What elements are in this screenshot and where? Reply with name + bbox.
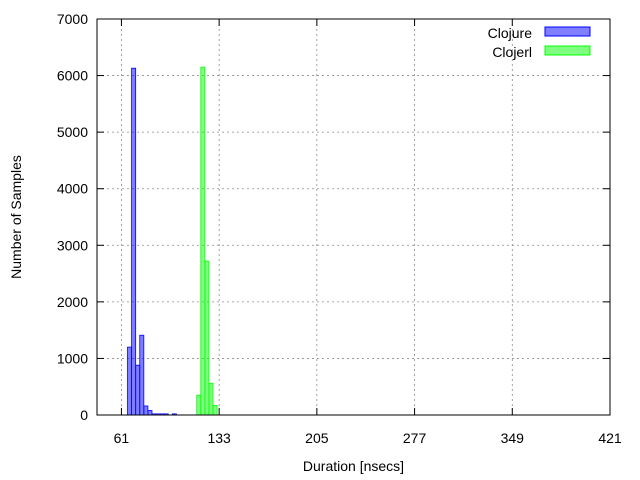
grid-lines: [97, 19, 610, 415]
bar-clojure-4: [143, 405, 149, 416]
bar-clojerl-0: [196, 394, 202, 416]
legend-label-clojure: Clojure: [488, 25, 533, 41]
legend-swatch-clojure: [544, 26, 591, 37]
x-tick-label: 133: [207, 430, 231, 446]
y-tick-label: 0: [80, 407, 88, 423]
bar-clojerl-1: [200, 66, 206, 416]
legend: Clojure Clojerl: [488, 25, 591, 60]
y-tick-label: 6000: [57, 68, 88, 84]
tick-labels: 61 133 205 277 349 421 0 1000 2000 3000 4000 5000 60…: [57, 11, 622, 446]
legend-swatch-clojerl: [544, 45, 591, 56]
y-tick-label: 1000: [57, 350, 88, 366]
bar-clojerl-2: [204, 260, 210, 416]
plot-frame: [96, 18, 611, 416]
axis-ticks: [97, 18, 611, 416]
y-tick-label: 7000: [57, 11, 88, 27]
x-tick-label: 277: [403, 430, 427, 446]
bar-clojure-5: [147, 410, 153, 416]
x-tick-label: 61: [114, 430, 130, 446]
y-tick-label: 3000: [57, 237, 88, 253]
bar-clojerl-3: [208, 382, 214, 416]
histogram-bars: [127, 66, 218, 416]
bar-clojure-2: [135, 364, 141, 416]
x-tick-label: 349: [501, 430, 525, 446]
bar-clojerl-4: [212, 404, 218, 416]
y-tick-label: 4000: [57, 181, 88, 197]
y-axis-title: Number of Samples: [8, 155, 24, 279]
x-axis-title: Duration [nsecs]: [303, 458, 404, 474]
y-tick-label: 5000: [57, 124, 88, 140]
legend-label-clojerl: Clojerl: [492, 44, 532, 60]
bar-clojure-3: [139, 334, 145, 416]
bar-clojure-0: [127, 346, 133, 416]
x-tick-label: 421: [598, 430, 622, 446]
x-tick-label: 205: [305, 430, 329, 446]
bar-clojure-1: [131, 67, 137, 416]
y-tick-label: 2000: [57, 294, 88, 310]
